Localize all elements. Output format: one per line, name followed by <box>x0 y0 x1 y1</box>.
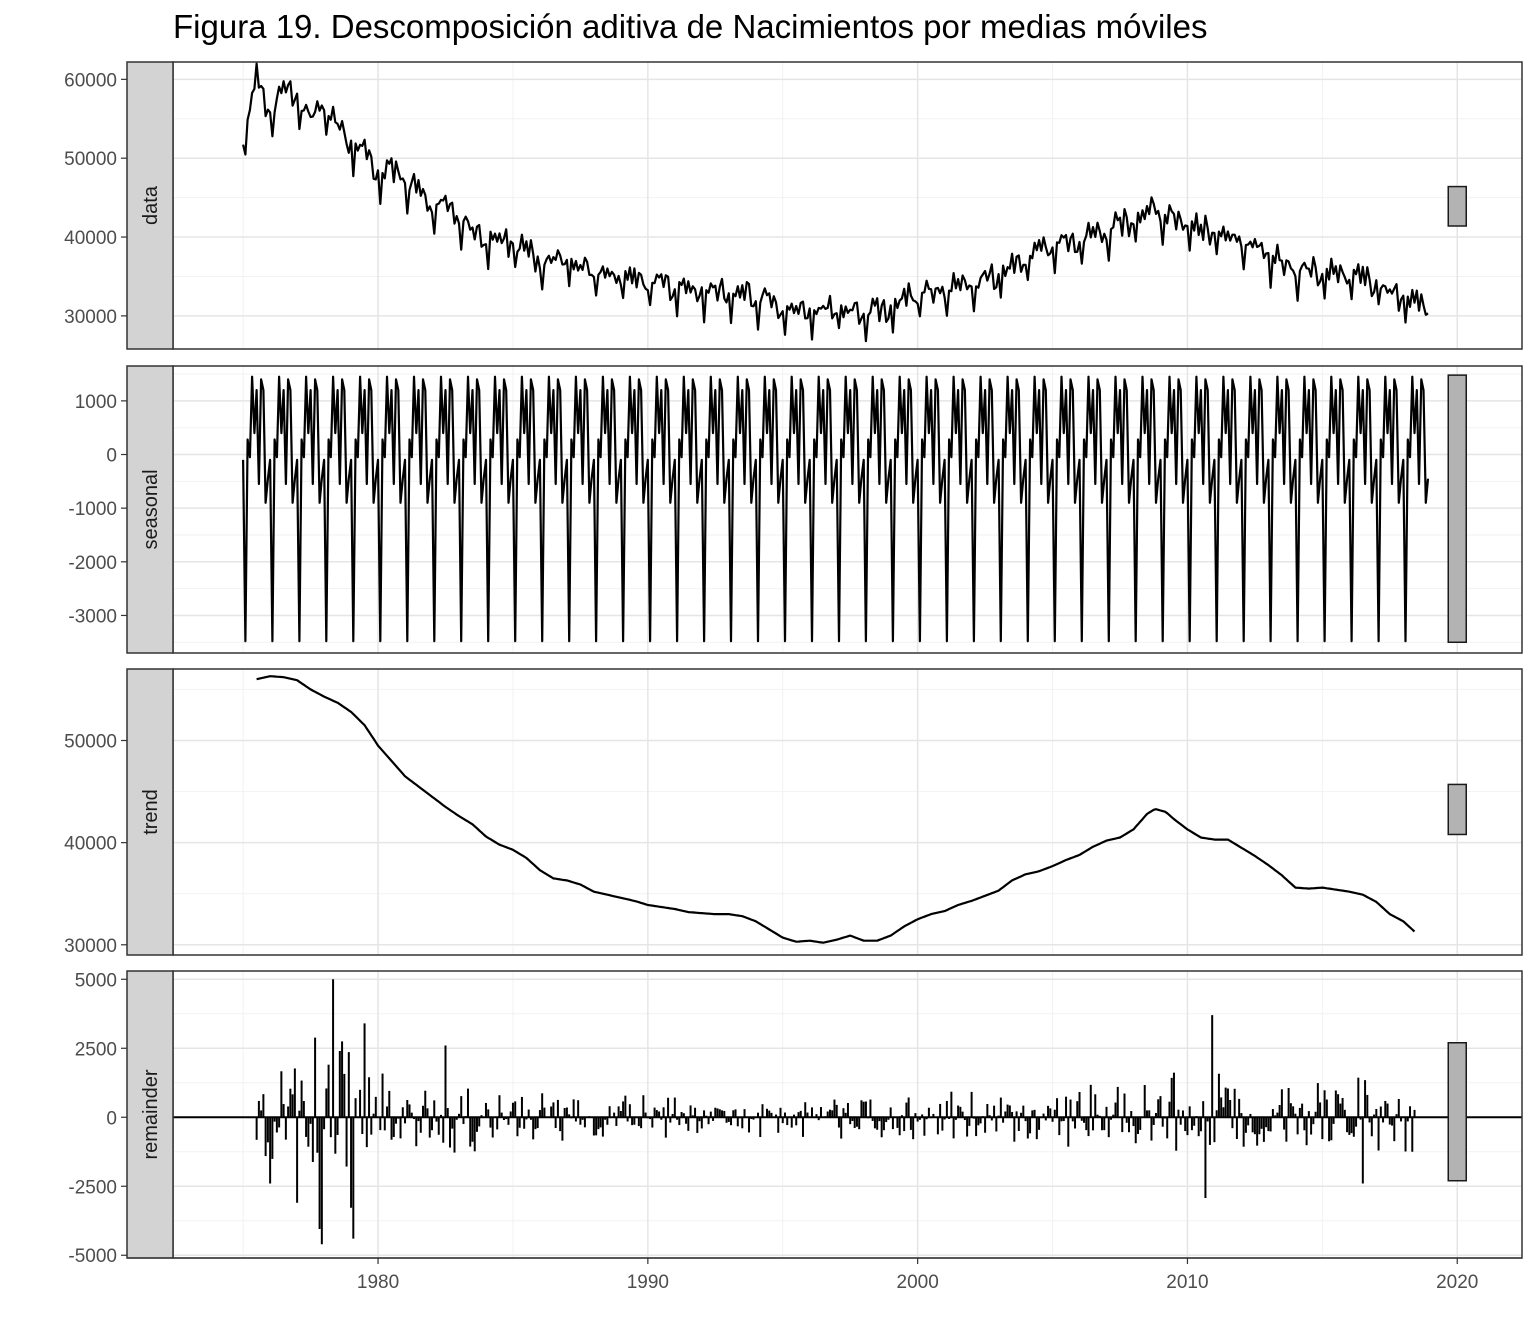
y-tick-label: 60000 <box>64 70 117 91</box>
y-tick-label: -1000 <box>68 499 117 520</box>
seasonal-range-bar <box>1447 374 1467 644</box>
x-tick-label: 1990 <box>627 1272 669 1293</box>
y-tick-label: -2000 <box>68 553 117 574</box>
x-axis: 1980 1990 2000 2010 2020 <box>127 1257 1522 1293</box>
y-tick-label: 30000 <box>64 307 117 328</box>
y-tick-label: 1000 <box>75 392 117 413</box>
seasonal-series-line <box>242 375 1430 643</box>
y-tick-label: 5000 <box>75 970 117 991</box>
y-tick-label: -2500 <box>68 1177 117 1198</box>
panel-seasonal: -3000 -2000 -1000 0 1000 seasonal <box>68 365 1523 654</box>
strip-data <box>126 61 174 350</box>
strip-label-seasonal: seasonal <box>140 469 162 549</box>
y-tick-label: -3000 <box>68 606 117 627</box>
panel-trend: 30000 40000 50000 trend <box>64 668 1523 957</box>
panel-background <box>173 62 1522 349</box>
y-tick-label: 40000 <box>64 834 117 855</box>
data-range-bar <box>1447 185 1467 227</box>
x-tick-label: 2000 <box>897 1272 939 1293</box>
y-tick-label: 2500 <box>75 1039 117 1060</box>
strip-label-data: data <box>140 185 162 225</box>
y-tick-label: 0 <box>106 1108 117 1129</box>
trend-series-line <box>256 675 1416 944</box>
y-tick-label: 0 <box>106 446 117 467</box>
data-series-line <box>242 62 1429 343</box>
x-tick-label: 2010 <box>1166 1272 1208 1293</box>
strip-label-trend: trend <box>140 789 162 835</box>
y-tick-label: 50000 <box>64 732 117 753</box>
panel-background <box>173 669 1522 955</box>
y-tick-label: 30000 <box>64 936 117 957</box>
strip-remainder <box>126 970 174 1259</box>
panel-remainder: -5000 -2500 0 2500 5000 remainder <box>68 970 1523 1267</box>
strip-label-remainder: remainder <box>140 1069 162 1159</box>
strip-trend <box>126 668 174 956</box>
y-tick-label: 50000 <box>64 149 117 170</box>
x-tick-label: 2020 <box>1436 1272 1478 1293</box>
x-tick-label: 1980 <box>357 1272 399 1293</box>
y-tick-label: 40000 <box>64 228 117 249</box>
remainder-bars <box>255 979 1416 1245</box>
trend-range-bar <box>1447 783 1467 836</box>
strip-seasonal <box>126 365 174 654</box>
chart-title: Figura 19. Descomposición aditiva de Nac… <box>173 8 1208 45</box>
panel-data: 30000 40000 50000 60000 data <box>64 61 1523 350</box>
y-tick-label: -5000 <box>68 1246 117 1267</box>
remainder-range-bar <box>1447 1042 1467 1182</box>
